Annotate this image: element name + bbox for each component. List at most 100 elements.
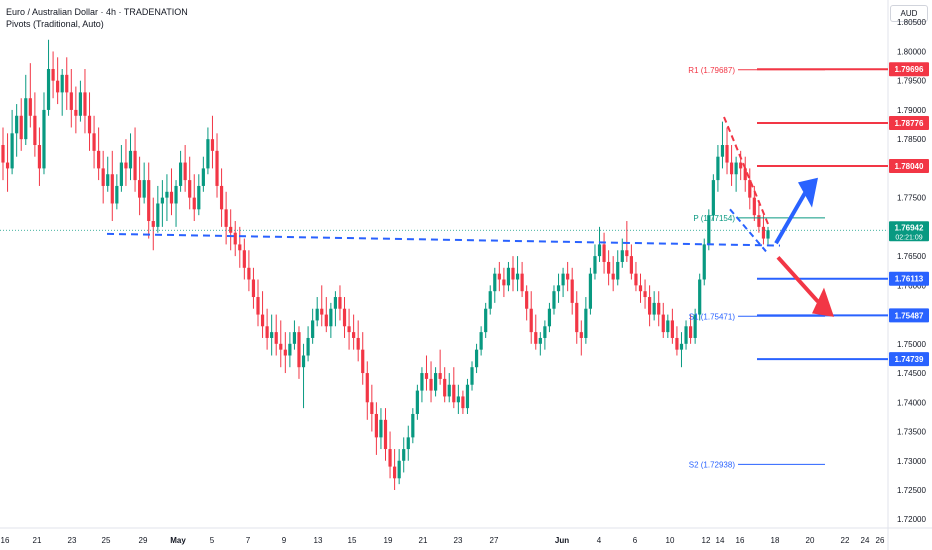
candle-body xyxy=(702,244,706,280)
candle-body xyxy=(538,337,542,344)
candle-down xyxy=(151,197,155,251)
candle-body xyxy=(752,197,756,216)
candle-body xyxy=(525,291,529,309)
candle-down xyxy=(87,92,92,151)
candle-body xyxy=(1,145,5,163)
candle-body xyxy=(707,215,711,245)
candle-down xyxy=(101,150,105,204)
candle-body xyxy=(242,250,246,268)
candle-body xyxy=(638,285,643,292)
countdown-label: 02:21:09 xyxy=(895,234,922,241)
candle-body xyxy=(78,92,83,116)
candle-down xyxy=(365,361,369,420)
candle-body xyxy=(456,396,460,403)
support-level-tag-label: 1.75487 xyxy=(895,311,924,320)
support-level-tag xyxy=(889,352,929,367)
candle-down xyxy=(729,145,734,186)
candle-up xyxy=(456,384,460,414)
currency-button[interactable]: AUD xyxy=(890,5,928,22)
candle-body xyxy=(748,180,752,198)
candle-body xyxy=(160,197,164,204)
candle-body xyxy=(643,291,647,298)
candle-down xyxy=(238,226,242,268)
candle-up xyxy=(693,308,697,344)
candle-body xyxy=(247,267,251,280)
support-level-tag-label: 1.74739 xyxy=(895,355,924,364)
candle-up xyxy=(447,373,451,403)
candle-body xyxy=(465,384,470,409)
candle-body xyxy=(415,390,419,414)
time-tick-label: 29 xyxy=(139,536,148,545)
candle-down xyxy=(5,133,10,192)
candle-down xyxy=(648,285,652,327)
time-tick-label: 9 xyxy=(282,536,287,545)
candle-body xyxy=(543,326,547,338)
candle-up xyxy=(515,256,520,292)
candle-body xyxy=(361,349,365,374)
candle-body xyxy=(274,332,278,344)
candle-down xyxy=(520,261,524,298)
candle-body xyxy=(607,261,611,274)
candle-up xyxy=(506,261,511,292)
candle-body xyxy=(206,139,210,169)
candle-body xyxy=(743,168,747,181)
price-tick-label: 1.77500 xyxy=(897,194,926,203)
candle-body xyxy=(24,98,28,140)
candle-down xyxy=(147,162,151,239)
candle-down xyxy=(497,261,501,292)
candle-up xyxy=(311,308,315,344)
candle-body xyxy=(452,384,456,403)
candle-body xyxy=(169,191,174,204)
time-tick-label: 21 xyxy=(419,536,428,545)
current-price-label: 1.76942 xyxy=(895,223,924,232)
candle-down xyxy=(625,221,629,262)
candle-body xyxy=(588,273,593,309)
candle-down xyxy=(1,127,5,181)
candle-down xyxy=(347,308,351,350)
candle-up xyxy=(201,156,205,192)
candle-body xyxy=(210,139,215,151)
candle-body xyxy=(329,308,333,327)
candle-body xyxy=(388,449,392,467)
candle-up xyxy=(106,156,110,192)
candle-body xyxy=(402,449,406,461)
support-level-tag xyxy=(889,308,929,323)
candle-body xyxy=(201,168,205,186)
candle-down xyxy=(634,261,638,292)
chart-title: Euro / Australian Dollar · 4h · TRADENAT… xyxy=(6,7,188,17)
candle-body xyxy=(128,150,133,169)
candle-down xyxy=(229,209,233,251)
price-tick-label: 1.80000 xyxy=(897,47,926,56)
time-tick-label: 20 xyxy=(806,536,815,545)
candle-down xyxy=(274,314,278,356)
candle-up xyxy=(46,39,51,116)
candle-body xyxy=(698,279,702,315)
candle-up xyxy=(561,267,565,298)
price-tick-label: 1.76500 xyxy=(897,252,926,261)
candle-body xyxy=(342,308,347,327)
time-tick-label: 15 xyxy=(348,536,357,545)
candle-body xyxy=(156,203,160,227)
current-price-tag xyxy=(889,221,929,242)
candle-body xyxy=(757,215,761,227)
time-tick-label: 5 xyxy=(210,536,215,545)
candle-body xyxy=(165,191,169,198)
candle-body xyxy=(611,273,615,280)
candle-body xyxy=(46,68,51,110)
candle-down xyxy=(670,308,674,344)
candle-body xyxy=(28,98,32,116)
candle-body xyxy=(65,74,69,93)
candle-body xyxy=(570,279,574,303)
time-tick-label: 14 xyxy=(716,536,725,545)
candle-up xyxy=(720,121,725,169)
candle-up xyxy=(556,273,561,303)
candle-body xyxy=(420,373,424,391)
candle-up xyxy=(484,302,488,338)
candle-down xyxy=(579,320,583,356)
price-tick-label: 1.79500 xyxy=(897,77,926,86)
candle-body xyxy=(602,244,606,262)
candle-up xyxy=(15,104,19,157)
candle-down xyxy=(279,320,283,368)
price-axis: 1.80500 1.80000 1.79500 1.79000 1.78500 1.780… xyxy=(897,18,926,524)
